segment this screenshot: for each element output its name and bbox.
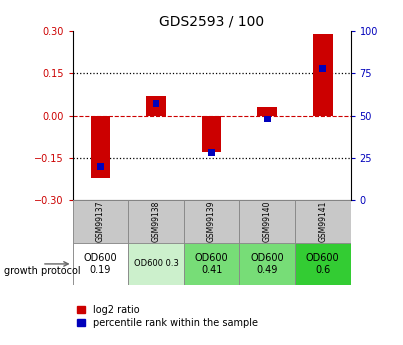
Bar — [264, 116, 270, 122]
Text: GSM99138: GSM99138 — [152, 201, 160, 242]
Bar — [313, 34, 332, 116]
Bar — [73, 200, 128, 243]
Bar — [128, 200, 184, 243]
Bar — [295, 200, 351, 243]
Text: growth protocol: growth protocol — [4, 266, 81, 276]
Bar — [73, 243, 128, 285]
Bar — [202, 116, 221, 152]
Bar — [239, 243, 295, 285]
Bar — [91, 116, 110, 178]
Bar — [295, 243, 351, 285]
Title: GDS2593 / 100: GDS2593 / 100 — [159, 14, 264, 29]
Text: GSM99139: GSM99139 — [207, 201, 216, 243]
Bar — [153, 100, 159, 107]
Text: OD600
0.41: OD600 0.41 — [195, 253, 229, 275]
Text: OD600
0.19: OD600 0.19 — [83, 253, 117, 275]
Legend: log2 ratio, percentile rank within the sample: log2 ratio, percentile rank within the s… — [77, 305, 258, 328]
Bar — [208, 149, 215, 156]
Bar — [239, 200, 295, 243]
Bar — [97, 163, 104, 170]
Text: GSM99140: GSM99140 — [263, 201, 272, 243]
Bar — [320, 65, 326, 72]
Text: OD600
0.6: OD600 0.6 — [306, 253, 340, 275]
Text: OD600
0.49: OD600 0.49 — [250, 253, 284, 275]
Text: OD600 0.3: OD600 0.3 — [133, 259, 179, 268]
Bar — [128, 243, 184, 285]
Text: GSM99141: GSM99141 — [318, 201, 327, 242]
Bar — [258, 107, 277, 116]
Bar — [184, 243, 239, 285]
Bar — [184, 200, 239, 243]
Text: GSM99137: GSM99137 — [96, 201, 105, 243]
Bar — [146, 96, 166, 116]
